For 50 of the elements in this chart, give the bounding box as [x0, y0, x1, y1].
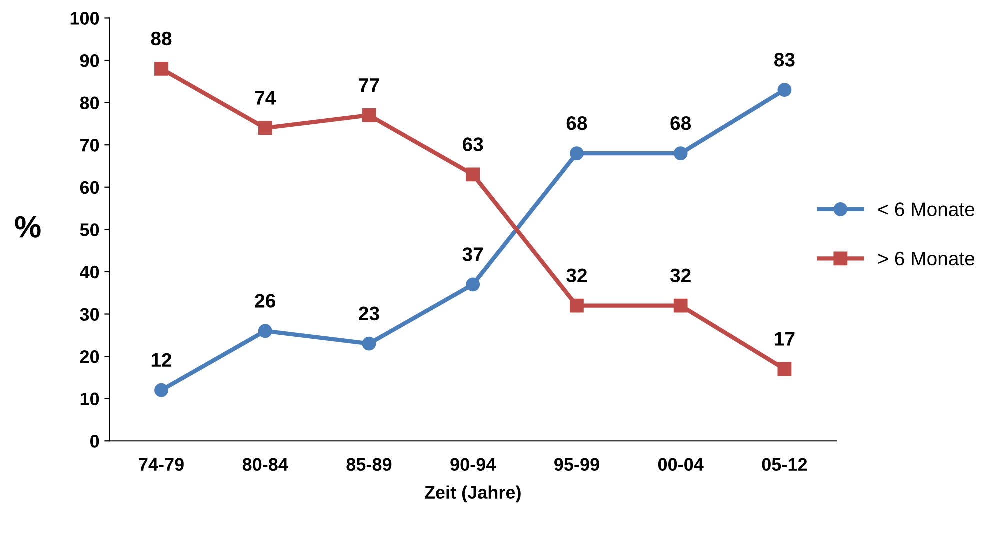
- y-tick-label: 50: [80, 224, 100, 236]
- point: [258, 324, 272, 338]
- x-tick-label: 80-84: [242, 458, 288, 472]
- point: [570, 298, 584, 313]
- point: [466, 278, 480, 292]
- y-tick-label: 70: [80, 139, 100, 152]
- point: [778, 362, 792, 376]
- data-label: 74: [255, 91, 276, 105]
- x-tick-label: 95-99: [554, 458, 600, 472]
- data-label: 68: [670, 116, 692, 130]
- y-tick-label: 40: [80, 266, 100, 279]
- data-label: 26: [255, 294, 276, 308]
- data-label: 37: [462, 248, 484, 262]
- data-label: 88: [151, 32, 172, 46]
- y-tick-label: 90: [80, 54, 100, 68]
- data-label: 12: [152, 353, 172, 367]
- data-label: 63: [463, 138, 484, 152]
- x-tick-label: 85-89: [346, 458, 392, 472]
- data-label: 23: [359, 306, 380, 321]
- point: [154, 383, 168, 398]
- y-tick-label: 80: [80, 96, 100, 110]
- data-label: 68: [566, 116, 588, 130]
- point: [570, 146, 584, 160]
- data-label: 17: [775, 332, 795, 346]
- x-tick-label: 05-12: [762, 458, 808, 472]
- point: [674, 146, 688, 160]
- x-axis-title: Zeit (Jahre): [424, 486, 521, 503]
- point: [362, 336, 376, 351]
- y-tick-label: 100: [70, 12, 100, 25]
- point: [362, 108, 376, 122]
- y-tick-label: 20: [80, 350, 100, 364]
- legend-label: > 6 Monate: [878, 252, 975, 266]
- x-tick-label: 00-04: [658, 458, 704, 472]
- y-axis-title: %: [15, 216, 41, 238]
- x-tick-label: 74-79: [139, 458, 184, 472]
- data-label: 32: [566, 268, 588, 283]
- y-tick-label: 60: [80, 181, 100, 194]
- data-label: 32: [670, 268, 691, 283]
- y-tick-label: 10: [80, 392, 100, 406]
- x-tick-label: 90-94: [450, 458, 496, 472]
- point: [258, 121, 272, 136]
- point: [674, 298, 688, 313]
- data-label: 77: [359, 78, 380, 92]
- point: [778, 83, 792, 98]
- point: [466, 168, 480, 182]
- legend-label: < 6 Monate: [878, 202, 975, 216]
- data-label: 83: [774, 53, 795, 67]
- point: [154, 62, 168, 76]
- y-tick-label: 0: [90, 435, 100, 448]
- y-tick-label: 30: [80, 308, 100, 321]
